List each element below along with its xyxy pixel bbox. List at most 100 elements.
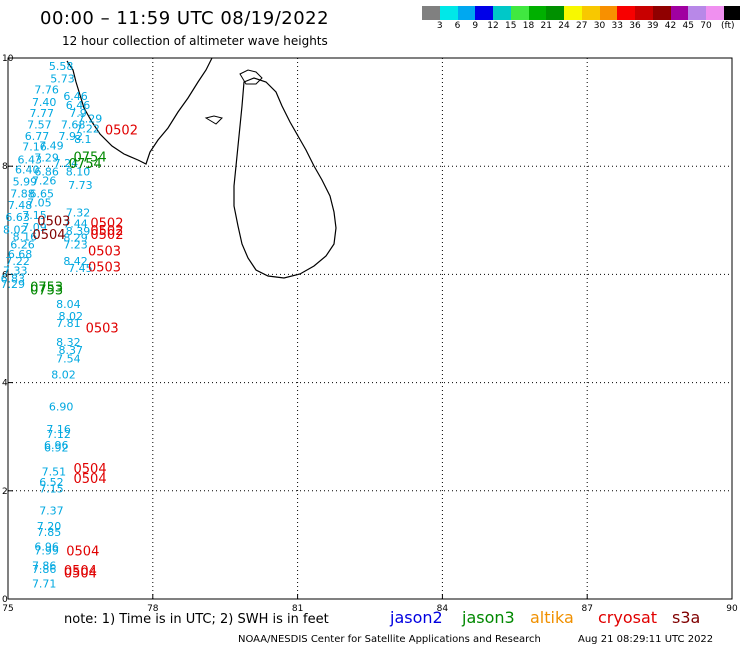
pass-time-label: 0502 bbox=[90, 224, 123, 239]
wave-height-value: 7.40 bbox=[32, 96, 57, 109]
legend-tick-label: 12 bbox=[487, 21, 499, 31]
pass-time-label: 0753 bbox=[30, 284, 63, 299]
legend-tick-label: 70 bbox=[700, 21, 712, 31]
wave-height-value: 6.46 bbox=[63, 90, 88, 103]
wave-height-value: 7.86 bbox=[32, 563, 57, 576]
pass-time-label: 0502 bbox=[90, 217, 123, 232]
legend-swatch bbox=[599, 6, 618, 20]
legend-swatch bbox=[493, 6, 511, 20]
wave-height-value: 8.37 bbox=[58, 344, 83, 357]
wave-height-value: 8.10 bbox=[66, 166, 91, 179]
wave-height-value: 8.02 bbox=[51, 368, 76, 381]
legend-swatch bbox=[422, 6, 440, 20]
wave-height-value: 7.05 bbox=[27, 196, 52, 209]
legend-tick-label: 30 bbox=[593, 21, 606, 31]
pass-time-label: 0503 bbox=[37, 214, 70, 229]
wave-height-value: 7.29 bbox=[34, 152, 59, 165]
india-coastline bbox=[66, 57, 213, 165]
wave-height-value: 7.16 bbox=[22, 141, 47, 154]
legend-tick-label: 21 bbox=[540, 21, 552, 31]
wave-height-value: 7.23 bbox=[63, 239, 88, 252]
legend-tick-label: 3 bbox=[436, 21, 443, 31]
legend-swatch bbox=[670, 6, 689, 20]
wave-height-value: 7.37 bbox=[39, 504, 64, 517]
wave-height-value: 7.92 bbox=[58, 130, 83, 143]
pass-time-label: 0503 bbox=[88, 245, 121, 260]
wave-height-value: 6.46 bbox=[66, 99, 91, 112]
wave-height-value: 6.26 bbox=[10, 239, 35, 252]
wave-height-value: 8.02 bbox=[58, 310, 83, 323]
legend-tick-label: 24 bbox=[558, 21, 570, 31]
wave-height-value: 7.51 bbox=[42, 465, 67, 478]
wave-height-value: 6.90 bbox=[49, 400, 74, 413]
wave-height-value: 7.16 bbox=[46, 423, 71, 436]
color-legend: 3 6 9 12 15 18 21 24 27 30 33 36 39 42 45 70 (ft) bbox=[422, 6, 740, 32]
y-tick-label: 10 bbox=[2, 54, 14, 64]
wave-height-value: 7.81 bbox=[56, 317, 81, 330]
x-tick-label: 75 bbox=[2, 604, 13, 614]
wave-height-value: 6.77 bbox=[25, 130, 50, 143]
wave-height-value: 7.22 bbox=[5, 255, 30, 268]
wave-height-value: 7.29 bbox=[1, 278, 26, 291]
legend-swatch bbox=[723, 6, 740, 20]
wave-height-value: 6.43 bbox=[17, 154, 42, 167]
wave-height-value: 7.71 bbox=[32, 577, 57, 590]
wave-height-value: 7.49 bbox=[39, 140, 64, 153]
wave-height-value: 6.65 bbox=[30, 187, 55, 200]
wave-height-value: 7.26 bbox=[32, 174, 57, 187]
wave-height-value: 7.68 bbox=[61, 119, 86, 132]
wave-height-value: 7.48 bbox=[8, 199, 33, 212]
legend-tick-label: 36 bbox=[629, 21, 641, 31]
legend-swatch bbox=[564, 6, 582, 20]
wave-height-value: 6.96 bbox=[34, 541, 59, 554]
axes: 75 78 81 84 87 90 0 2 4 6 8 10 bbox=[2, 54, 738, 614]
map-title: 00:00 – 11:59 UTC 08/19/2022 bbox=[40, 8, 330, 29]
wave-height-value: 7.20 bbox=[37, 520, 62, 533]
legend-tick-label: 33 bbox=[611, 21, 623, 31]
x-tick-label: 84 bbox=[437, 604, 449, 614]
generated-timestamp: Aug 21 08:29:11 UTC 2022 bbox=[578, 634, 714, 645]
pass-time-label: 0502 bbox=[105, 123, 138, 138]
wave-height-value: 7.57 bbox=[27, 119, 52, 132]
wave-height-value: 7.33 bbox=[3, 265, 28, 278]
legend-swatch bbox=[617, 6, 635, 20]
units-note: note: 1) Time is in UTC; 2) SWH is in fe… bbox=[64, 612, 329, 627]
legend-tick-label: 42 bbox=[664, 21, 677, 31]
mission-legend-s3a: s3a bbox=[672, 608, 701, 627]
wave-height-value: 7.15 bbox=[39, 483, 64, 496]
pass-time-label: 0504 bbox=[66, 544, 99, 559]
wave-height-value: 6.86 bbox=[34, 166, 59, 179]
legend-swatch bbox=[457, 6, 476, 20]
wave-height-value: 8.04 bbox=[56, 298, 81, 311]
wave-height-value: 6.92 bbox=[44, 442, 69, 455]
pass-time-label: 0504 bbox=[74, 472, 107, 487]
x-tick-label: 90 bbox=[726, 604, 738, 614]
wave-height-values: 5.585.737.76 6.467.40 6.467.77 7.97.297.57 7… bbox=[1, 60, 103, 590]
wave-height-value: 7.9 bbox=[69, 107, 87, 120]
legend-swatch bbox=[652, 6, 671, 20]
y-tick-label: 4 bbox=[2, 379, 8, 389]
x-tick-label: 87 bbox=[581, 604, 592, 614]
pass-time-label: 0754 bbox=[74, 151, 107, 166]
legend-tick-label: 15 bbox=[505, 21, 517, 31]
legend-swatch bbox=[475, 6, 493, 20]
legend-swatch bbox=[439, 6, 458, 20]
wave-height-value: 7.32 bbox=[66, 207, 91, 220]
pass-time-label: 0503 bbox=[88, 260, 121, 275]
map-frame bbox=[7, 57, 733, 600]
wave-height-value: 8.02 bbox=[3, 223, 28, 236]
wave-height-value: 5.99 bbox=[13, 175, 38, 188]
wave-height-value: 6.68 bbox=[8, 248, 33, 261]
legend-swatch bbox=[706, 6, 724, 20]
legend-tick-label: 45 bbox=[682, 21, 694, 31]
credit-text: NOAA/NESDIS Center for Satellite Applica… bbox=[238, 634, 541, 645]
wave-height-value: 8.39 bbox=[66, 225, 91, 238]
wave-height-value: 7.54 bbox=[56, 352, 81, 365]
legend-swatch bbox=[635, 6, 653, 20]
coastline bbox=[66, 57, 337, 279]
y-tick-label: 8 bbox=[2, 162, 8, 172]
pass-time-label: 0504 bbox=[32, 228, 65, 243]
mannar-island bbox=[204, 115, 223, 125]
